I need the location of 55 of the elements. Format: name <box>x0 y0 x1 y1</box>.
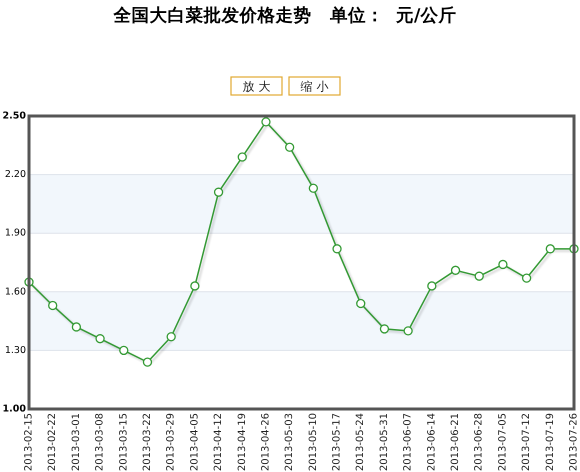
point <box>166 332 176 342</box>
x-tick-label: 2013-04-05 <box>189 413 200 472</box>
x-tick-label: 2013-06-21 <box>450 413 462 472</box>
button: 缩 小 <box>288 76 341 96</box>
y-tick-label: 2.20 <box>4 169 26 180</box>
x-tick-label: 2013-05-03 <box>284 413 296 472</box>
y-tick-label: 2.50 <box>2 110 26 122</box>
x-tick-label: 2013-02-22 <box>47 413 58 472</box>
point <box>142 357 152 367</box>
point <box>285 142 294 152</box>
x-tick-label: 2013-04-12 <box>213 413 224 472</box>
point <box>356 298 366 308</box>
x-tick-label: 2013-05-10 <box>308 413 319 472</box>
x-tick-label: 2013-05-24 <box>355 413 366 472</box>
x-tick-label: 2013-03-01 <box>70 413 82 472</box>
point <box>72 322 82 332</box>
point <box>403 326 413 336</box>
x-tick-label: 2013-07-26 <box>568 413 580 472</box>
point <box>450 266 460 275</box>
point <box>474 272 484 281</box>
x-tick-label: 2013-03-22 <box>142 413 153 472</box>
point <box>95 334 105 344</box>
point <box>522 273 532 283</box>
x-tick-label: 2013-07-12 <box>521 413 532 472</box>
point <box>119 346 128 356</box>
x-tick-label: 2013-05-31 <box>378 413 390 472</box>
x-tick-label: 2013-05-17 <box>332 413 343 472</box>
point <box>190 281 200 291</box>
x-tick-label: 2013-04-19 <box>236 413 248 472</box>
x-tick-label: 2013-03-08 <box>94 413 106 472</box>
y-tick-label: 1.90 <box>4 228 26 239</box>
x-tick-label: 2013-06-28 <box>474 413 485 472</box>
point <box>380 324 390 334</box>
x-tick-label: 2013-03-15 <box>118 413 130 472</box>
point <box>308 184 318 193</box>
point <box>498 260 508 270</box>
x-tick-label: 2013-02-15 <box>24 413 34 472</box>
y-tick-label: 1.60 <box>4 286 26 298</box>
point <box>214 188 224 197</box>
point <box>332 244 342 254</box>
point <box>261 117 271 127</box>
button: 放 大 <box>230 76 283 96</box>
point <box>238 152 247 162</box>
x-tick-label: 2013-03-29 <box>166 413 177 472</box>
point <box>427 281 436 291</box>
point <box>48 300 58 310</box>
point <box>546 244 555 254</box>
y-tick-label: 1.30 <box>4 344 26 356</box>
y-tick-label: 1.00 <box>2 404 26 414</box>
x-tick-label: 2013-04-26 <box>260 413 272 472</box>
x-tick-label: 2013-06-14 <box>426 413 438 472</box>
x-tick-label: 2013-07-05 <box>497 413 508 472</box>
chart-title: 全国大白菜批发价格走势 单位： 元/公斤 <box>112 5 456 26</box>
x-tick-label: 2013-07-19 <box>544 413 556 472</box>
x-tick-label: 2013-06-07 <box>402 413 414 472</box>
